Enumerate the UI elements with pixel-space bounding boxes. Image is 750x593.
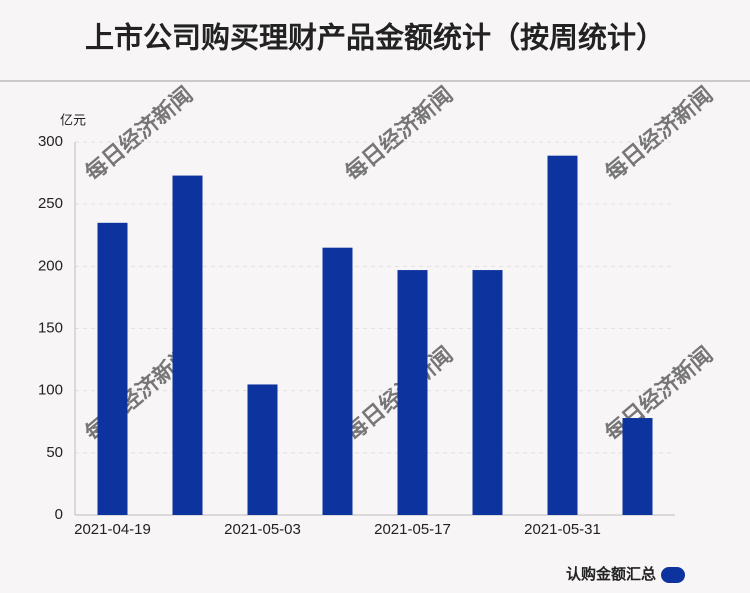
bar	[247, 384, 278, 515]
y-tick-label: 100	[38, 382, 63, 399]
x-tick-label: 2021-04-19	[74, 521, 151, 538]
y-axis-label: 亿元	[60, 112, 86, 127]
bar	[622, 418, 653, 515]
bar	[472, 270, 503, 515]
x-tick-label: 2021-05-17	[374, 521, 451, 538]
x-tick-label: 2021-05-31	[524, 521, 601, 538]
bar	[547, 155, 578, 515]
y-tick-label: 150	[38, 319, 63, 336]
y-tick-label: 50	[46, 444, 63, 461]
legend-label: 认购金额汇总	[566, 565, 656, 583]
y-tick-label: 250	[38, 195, 63, 212]
chart-title: 上市公司购买理财产品金额统计（按周统计）	[85, 21, 665, 55]
x-tick-label: 2021-05-03	[224, 521, 301, 538]
bar	[322, 247, 353, 515]
y-tick-label: 200	[38, 257, 63, 274]
bar	[97, 222, 128, 516]
bar	[172, 175, 203, 515]
legend-swatch	[661, 567, 685, 583]
y-tick-label: 300	[38, 133, 63, 150]
bar	[397, 270, 428, 515]
y-tick-label: 0	[55, 506, 63, 523]
